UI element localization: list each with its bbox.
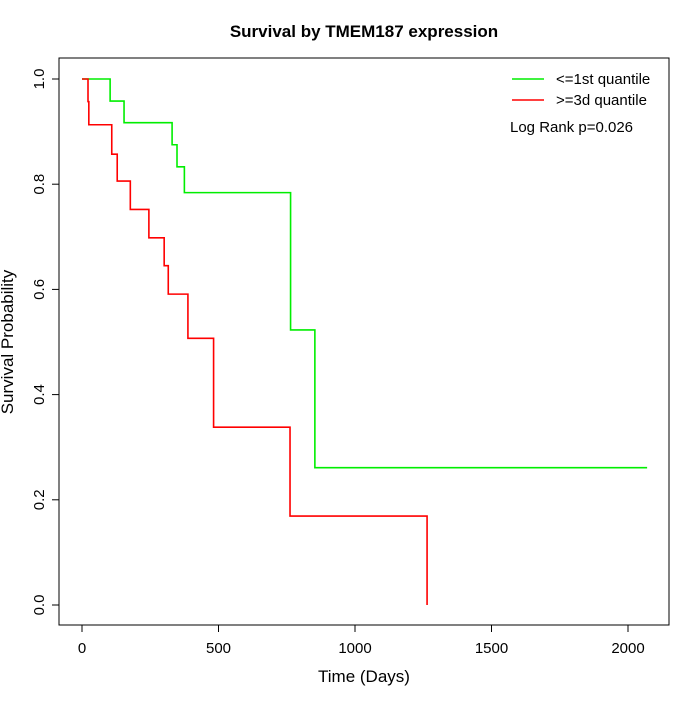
survival-curves	[82, 78, 648, 605]
legend: <=1st quantile >=3d quantile Log Rank p=…	[510, 71, 650, 136]
logrank-annotation: Log Rank p=0.026	[510, 119, 633, 136]
x-tick-label: 2000	[611, 640, 644, 657]
curve-high-quantile	[82, 78, 428, 605]
x-tick-label: 1000	[338, 640, 371, 657]
x-tick-label: 1500	[475, 640, 508, 657]
y-tick-label: 1.0	[31, 69, 48, 90]
y-tick-label: 0.2	[31, 489, 48, 510]
x-axis: 0 500 1000 1500 2000	[78, 625, 645, 657]
legend-label-low: <=1st quantile	[556, 71, 650, 88]
x-axis-label: Time (Days)	[318, 667, 410, 686]
legend-label-high: >=3d quantile	[556, 92, 647, 109]
plot-frame	[58, 57, 670, 626]
chart-title: Survival by TMEM187 expression	[230, 22, 498, 41]
y-tick-label: 0.8	[31, 174, 48, 195]
x-tick-label: 0	[78, 640, 86, 657]
y-tick-label: 0.0	[31, 595, 48, 616]
x-tick-label: 500	[206, 640, 231, 657]
y-axis: 0.0 0.2 0.4 0.6 0.8 1.0	[31, 69, 59, 616]
curve-low-quantile	[82, 78, 648, 469]
y-tick-label: 0.6	[31, 279, 48, 300]
y-axis-label: Survival Probability	[0, 269, 17, 414]
y-tick-label: 0.4	[31, 384, 48, 405]
